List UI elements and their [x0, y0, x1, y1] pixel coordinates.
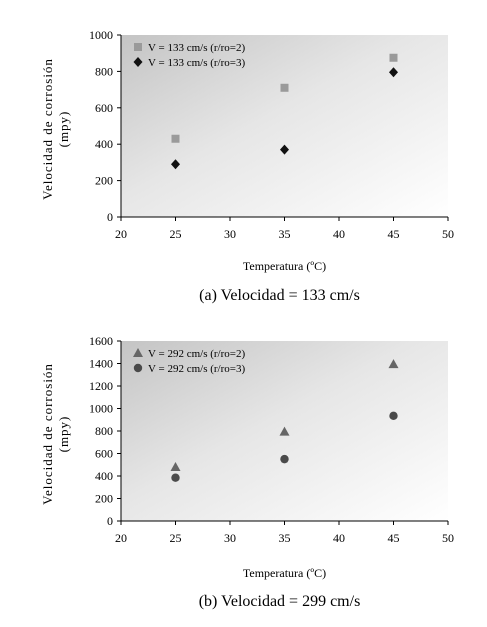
x-tick-label: 45 [388, 531, 400, 545]
data-point-series-2 [389, 67, 398, 78]
y-tick-label: 200 [95, 174, 113, 188]
y-axis-label: Velocidad de corrosión(mpy) [40, 363, 71, 505]
x-tick-label: 35 [279, 227, 291, 241]
x-tick-label: 25 [170, 531, 182, 545]
x-tick-label: 40 [333, 227, 345, 241]
x-axis-label: Temperatura (ºC) [243, 259, 326, 273]
chart-a: 20 25 30 35 40 45 50 0 200 400 600 800 1000 Temperatu… [40, 28, 454, 304]
data-point-series-2 [280, 144, 289, 155]
legend-entry: V = 133 cm/s (r/ro=3) [148, 57, 245, 69]
x-tick-label: 20 [115, 227, 127, 241]
chart-b: 20 25 30 35 40 45 50 0 200 400 600 800 1000 1200 1400 1… [40, 334, 454, 610]
y-tick-label: 800 [95, 64, 113, 78]
data-point-series-1 [279, 426, 290, 436]
figure-caption: (a) Velocidad = 133 cm/s [199, 287, 360, 304]
data-point-series-2 [171, 473, 180, 482]
y-tick-label: 400 [95, 137, 113, 151]
y-tick-label: 1000 [89, 402, 113, 416]
x-tick-label: 25 [170, 227, 182, 241]
x-tick-label: 50 [442, 227, 454, 241]
x-tick-label: 30 [224, 227, 236, 241]
y-tick-label: 600 [95, 447, 113, 461]
x-tick-label: 50 [442, 531, 454, 545]
x-tick-label: 35 [279, 531, 291, 545]
x-tick-label: 30 [224, 531, 236, 545]
legend-marker [134, 43, 142, 51]
y-tick-label: 400 [95, 469, 113, 483]
data-point-series-1 [388, 359, 399, 369]
y-tick-label: 1200 [89, 379, 113, 393]
y-tick-label: 800 [95, 424, 113, 438]
legend-marker [133, 348, 143, 357]
y-tick-label: 0 [107, 514, 113, 528]
data-point-series-1 [389, 53, 398, 62]
legend-marker [133, 57, 143, 67]
x-tick-label: 20 [115, 531, 127, 545]
legend-entry: V = 292 cm/s (r/ro=3) [148, 363, 245, 375]
legend-entry: V = 292 cm/s (r/ro=2) [148, 348, 245, 360]
data-point-series-1 [280, 83, 289, 92]
y-tick-label: 1600 [89, 334, 113, 348]
x-axis-label: Temperatura (ºC) [243, 566, 326, 580]
legend-marker [133, 363, 143, 373]
data-point-series-1 [170, 462, 181, 471]
y-axis-label: Velocidad de corrosión(mpy) [40, 58, 71, 200]
y-tick-label: 600 [95, 101, 113, 115]
y-tick-label: 1400 [89, 357, 113, 371]
x-tick-label: 45 [388, 227, 400, 241]
y-tick-label: 1000 [89, 28, 113, 42]
figure-caption: (b) Velocidad = 299 cm/s [199, 593, 361, 610]
y-tick-label: 200 [95, 492, 113, 506]
legend-entry: V = 133 cm/s (r/ro=2) [148, 42, 245, 54]
data-point-series-1 [171, 134, 180, 143]
y-tick-label: 0 [107, 210, 113, 224]
x-tick-label: 40 [333, 531, 345, 545]
plot-area [121, 35, 448, 217]
data-point-series-2 [171, 159, 180, 170]
data-point-series-2 [280, 454, 289, 464]
data-point-series-2 [389, 411, 398, 421]
